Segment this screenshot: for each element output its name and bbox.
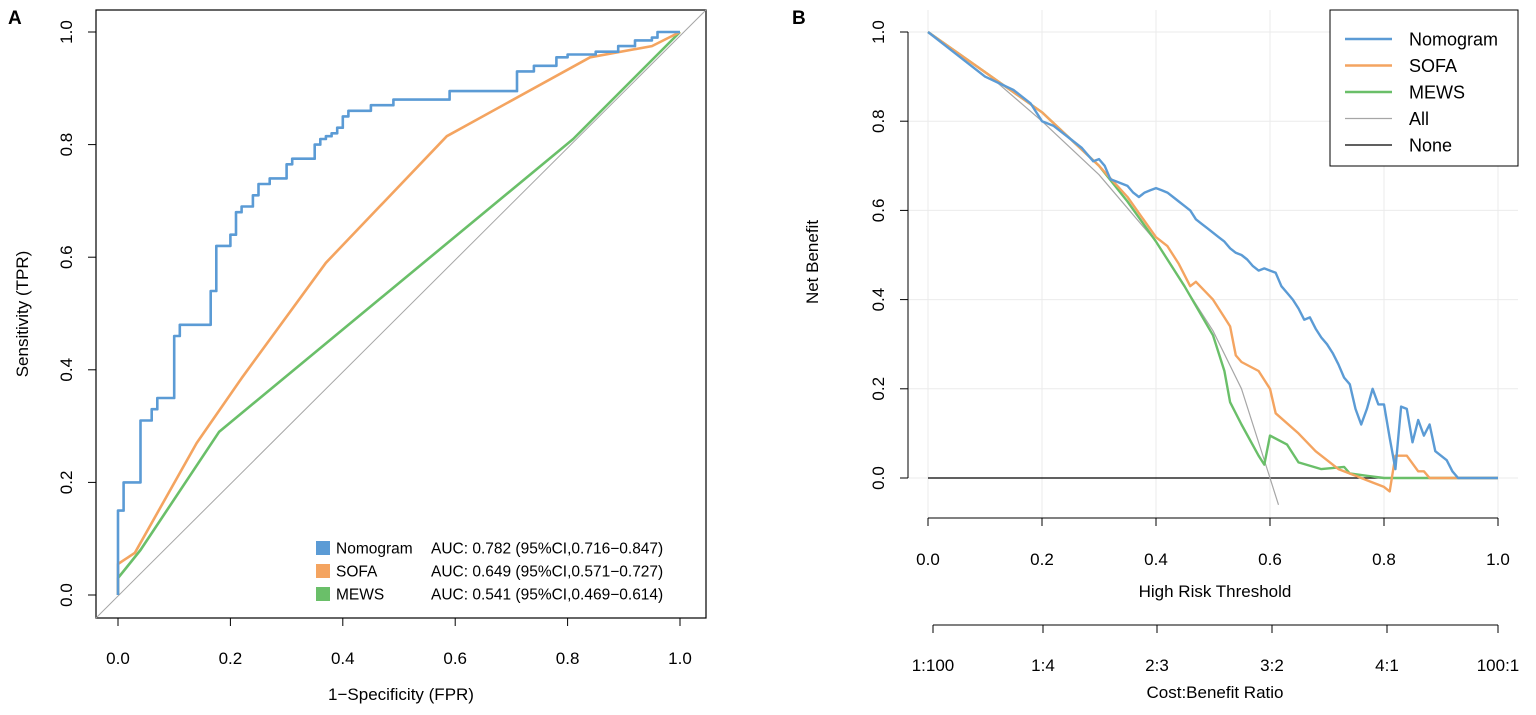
y-tick-label: 0.0 bbox=[57, 583, 76, 607]
x-tick-label: 0.8 bbox=[556, 649, 580, 668]
secondary-tick-label: 1:4 bbox=[1031, 656, 1055, 675]
y-tick-label: 0.4 bbox=[57, 358, 76, 382]
roc-line-mews bbox=[116, 31, 681, 595]
secondary-tick-label: 3:2 bbox=[1260, 656, 1284, 675]
x-tick-label: 0.0 bbox=[916, 550, 940, 569]
legend-label-mews: MEWS bbox=[336, 587, 384, 604]
y-tick-label: 0.0 bbox=[869, 466, 888, 490]
y-tick-label: 0.8 bbox=[57, 133, 76, 157]
y-axis-title: Net Benefit bbox=[803, 220, 822, 304]
dca-line-mews bbox=[927, 31, 1498, 480]
panel-a-plot-area: 0.0 0.2 0.4 0.6 0.8 1.0 0.0 0.2 0.4 0.6 0.8 1.0 1−Sp… bbox=[13, 9, 707, 704]
legend-swatch-mews bbox=[316, 587, 330, 601]
legend-label-none: None bbox=[1409, 136, 1452, 156]
x-tick-label: 0.6 bbox=[443, 649, 467, 668]
x-tick-label: 0.4 bbox=[331, 649, 355, 668]
y-tick-label: 0.6 bbox=[869, 199, 888, 223]
x-tick-label: 1.0 bbox=[668, 649, 692, 668]
dca-line-nomogram bbox=[927, 31, 1498, 480]
legend-box bbox=[1329, 9, 1519, 167]
legend-auc-sofa: AUC: 0.649 (95%CI,0.571−0.727) bbox=[431, 564, 663, 581]
x-tick-label: 1.0 bbox=[1486, 550, 1510, 569]
y-tick-label: 0.6 bbox=[57, 245, 76, 269]
x-tick-label: 0.4 bbox=[1144, 550, 1168, 569]
legend-auc-mews: AUC: 0.541 (95%CI,0.469−0.614) bbox=[431, 587, 663, 604]
reference-diagonal bbox=[95, 9, 707, 619]
x-tick-label: 0.2 bbox=[1030, 550, 1054, 569]
roc-line-nomogram bbox=[116, 30, 680, 595]
legend-label-nomogram: Nomogram bbox=[1409, 30, 1498, 50]
panel-a-plot-frame bbox=[95, 9, 707, 619]
y-tick-label: 0.4 bbox=[869, 288, 888, 312]
y-tick-label: 1.0 bbox=[57, 20, 76, 44]
legend-swatch-sofa bbox=[316, 564, 330, 578]
x-tick-label: 0.0 bbox=[106, 649, 130, 668]
x-tick-label: 0.8 bbox=[1372, 550, 1396, 569]
secondary-tick-label: 4:1 bbox=[1375, 656, 1399, 675]
y-tick-label: 0.8 bbox=[869, 109, 888, 133]
legend-label-mews: MEWS bbox=[1409, 83, 1465, 103]
y-tick-label: 0.2 bbox=[57, 471, 76, 495]
x-tick-label: 0.2 bbox=[219, 649, 243, 668]
y-tick-label: 0.2 bbox=[869, 377, 888, 401]
x-axis-title: 1−Specificity (FPR) bbox=[328, 685, 474, 704]
y-axis-title: Sensitivity (TPR) bbox=[13, 251, 32, 378]
legend-label-nomogram: Nomogram bbox=[336, 541, 413, 558]
legend-label-sofa: SOFA bbox=[1409, 56, 1457, 76]
legend-auc-nomogram: AUC: 0.782 (95%CI,0.716−0.847) bbox=[431, 541, 663, 558]
panel-b-letter: B bbox=[792, 8, 806, 29]
x-axis-title: High Risk Threshold bbox=[1139, 582, 1292, 601]
legend-label-all: All bbox=[1409, 109, 1429, 129]
legend-swatch-nomogram bbox=[316, 541, 330, 555]
secondary-tick-label: 2:3 bbox=[1145, 656, 1169, 675]
roc-line-sofa bbox=[116, 30, 681, 595]
dca-line-sofa bbox=[927, 31, 1498, 493]
x-tick-label: 0.6 bbox=[1258, 550, 1282, 569]
dca-line-all bbox=[927, 31, 1280, 505]
legend-label-sofa: SOFA bbox=[336, 564, 378, 581]
secondary-axis-title: Cost:Benefit Ratio bbox=[1146, 683, 1283, 702]
secondary-tick-label: 1:100 bbox=[912, 656, 955, 675]
secondary-tick-label: 100:1 bbox=[1477, 656, 1520, 675]
y-tick-label: 1.0 bbox=[869, 20, 888, 44]
panel-a-letter: A bbox=[8, 8, 22, 29]
panel-b-plot-area: 0.0 0.2 0.4 0.6 0.8 1.0 Net Benefit 0.0 0.2 0.4 0.… bbox=[803, 9, 1520, 702]
